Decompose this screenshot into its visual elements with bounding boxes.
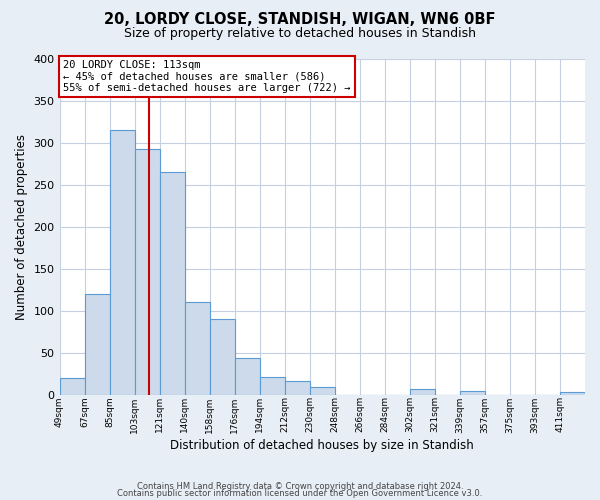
Bar bbox=[110, 130, 134, 395]
Bar bbox=[285, 380, 310, 395]
Text: 20, LORDY CLOSE, STANDISH, WIGAN, WN6 0BF: 20, LORDY CLOSE, STANDISH, WIGAN, WN6 0B… bbox=[104, 12, 496, 28]
Y-axis label: Number of detached properties: Number of detached properties bbox=[15, 134, 28, 320]
Text: Contains HM Land Registry data © Crown copyright and database right 2024.: Contains HM Land Registry data © Crown c… bbox=[137, 482, 463, 491]
Bar bbox=[260, 377, 285, 395]
Bar bbox=[209, 319, 235, 395]
Text: 20 LORDY CLOSE: 113sqm
← 45% of detached houses are smaller (586)
55% of semi-de: 20 LORDY CLOSE: 113sqm ← 45% of detached… bbox=[63, 60, 351, 93]
Bar bbox=[85, 294, 110, 395]
Bar bbox=[134, 149, 160, 395]
Text: Contains public sector information licensed under the Open Government Licence v3: Contains public sector information licen… bbox=[118, 490, 482, 498]
Bar bbox=[59, 378, 85, 395]
Bar bbox=[460, 392, 485, 395]
Text: Size of property relative to detached houses in Standish: Size of property relative to detached ho… bbox=[124, 28, 476, 40]
Bar bbox=[310, 387, 335, 395]
X-axis label: Distribution of detached houses by size in Standish: Distribution of detached houses by size … bbox=[170, 440, 474, 452]
Bar bbox=[185, 302, 209, 395]
Bar bbox=[160, 172, 185, 395]
Bar bbox=[560, 392, 585, 395]
Bar bbox=[410, 389, 435, 395]
Bar bbox=[235, 358, 260, 395]
